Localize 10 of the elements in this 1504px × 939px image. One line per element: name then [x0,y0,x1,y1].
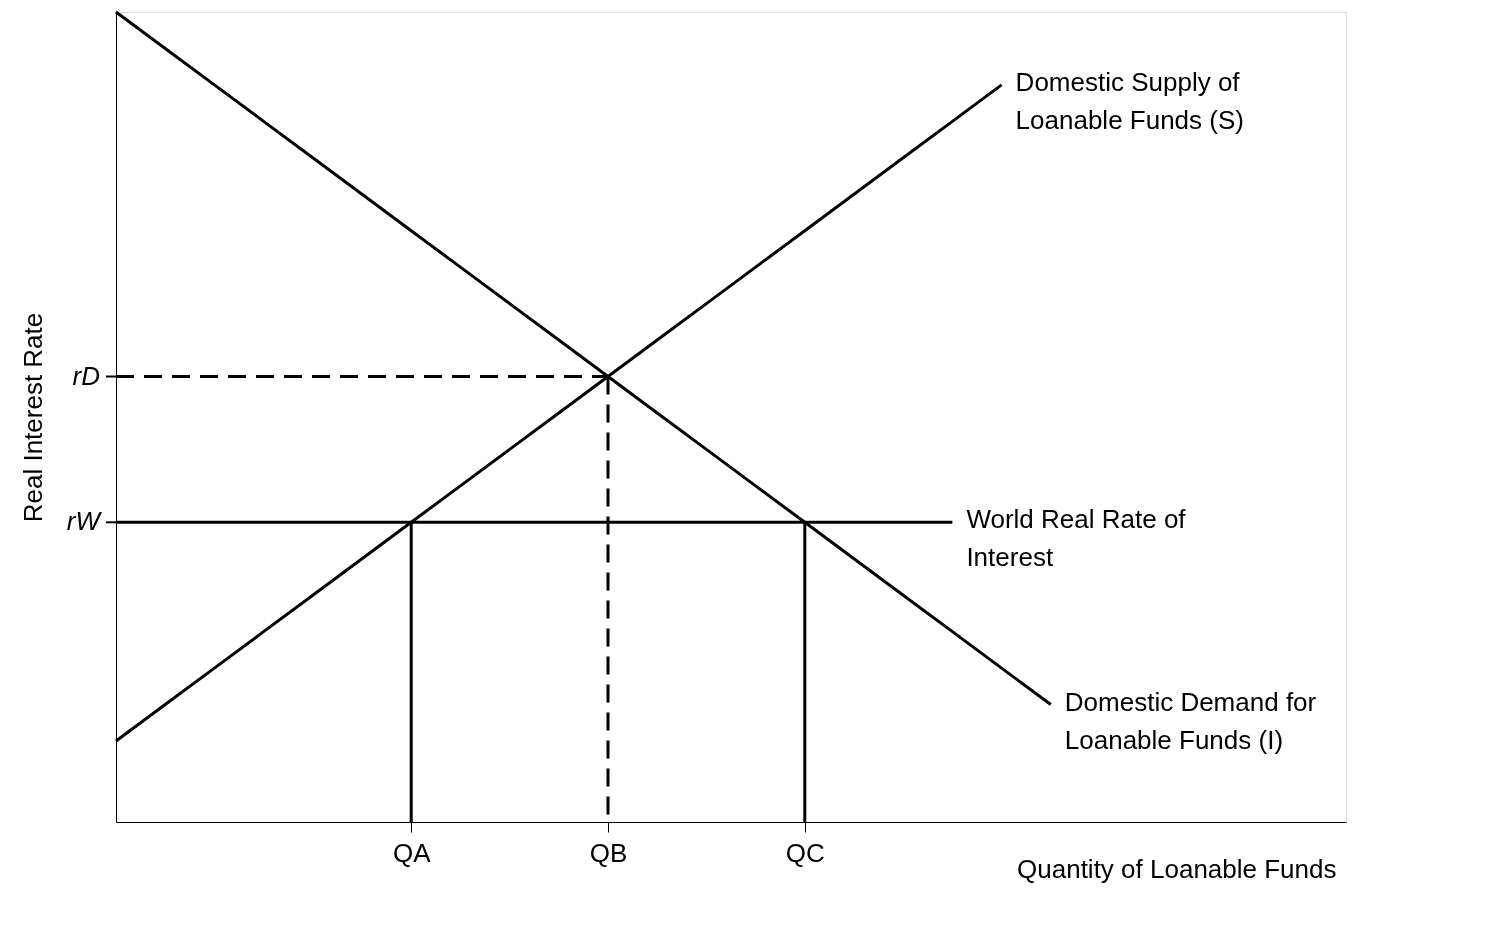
x-tick-label: QB [589,837,628,868]
series-label: Domestic Supply of Loanable Funds (S) [1015,66,1244,135]
x-tick-label: QA [392,837,432,868]
series-label: Domestic Demand for Loanable Funds (I) [1064,686,1317,755]
text: rD [72,360,100,391]
series-label: World Real Rate of Interest [966,504,1187,573]
x-axis-title: Quantity of Loanable Funds [1017,853,1337,884]
x-tick-label: QC [785,837,825,868]
y-axis-title: Real Interest Rate [17,312,48,523]
text: rW [66,506,103,537]
